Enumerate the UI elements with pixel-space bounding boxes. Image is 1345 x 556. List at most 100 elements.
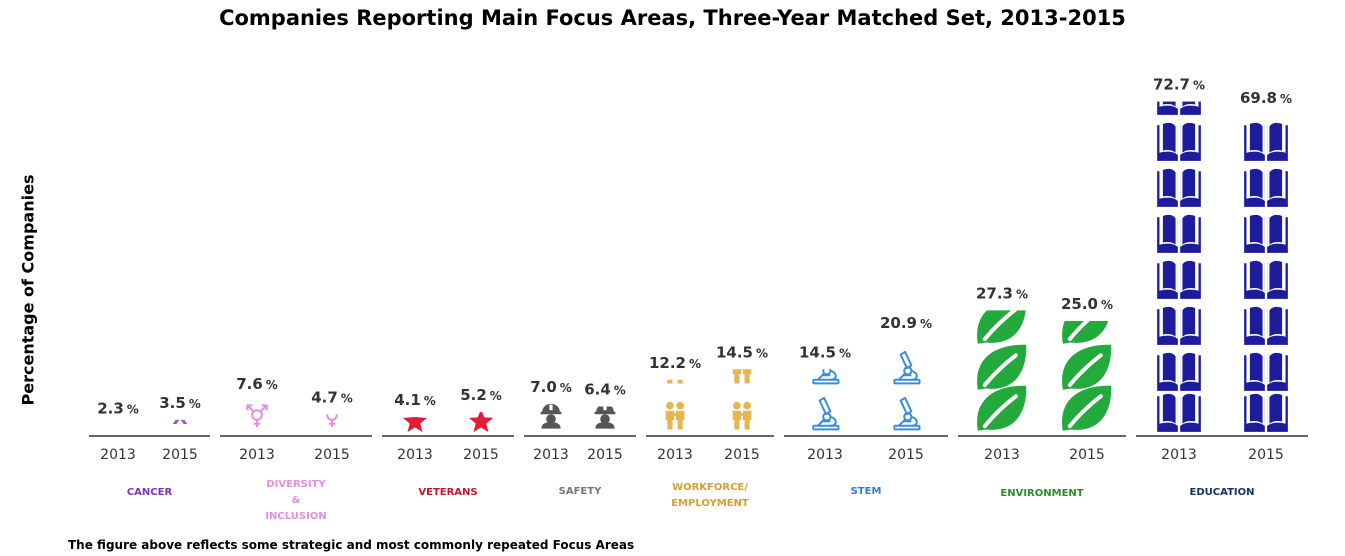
category-label: EDUCATION xyxy=(1190,487,1255,498)
year-label: 2013 xyxy=(807,447,843,463)
book-icon xyxy=(1244,350,1288,391)
book-icon xyxy=(1157,391,1201,432)
value-label: 4.7% xyxy=(311,388,353,406)
footnote: The figure above reflects some strategic… xyxy=(68,538,635,552)
category-label: SAFETY xyxy=(559,486,602,497)
value-label: 6.4% xyxy=(584,381,626,399)
microscope-icon xyxy=(812,369,840,385)
category-label: ENVIRONMENT xyxy=(1000,488,1083,499)
book-icon xyxy=(1157,350,1201,391)
focus-area-group-cancer: 2.3 % 2013 3.5 % 2015 CANCER xyxy=(89,394,210,498)
focus-area-group-environment: 27.3 % 2013 25.0 % 2015 ENVIRONMENT xyxy=(958,284,1126,499)
hard-hat-worker-icon xyxy=(594,406,616,429)
book-icon xyxy=(1157,304,1201,345)
focus-area-group-diversity: 7.6 % 2013 4.7 % 2015 DIVERSITY & INCLUSION xyxy=(220,375,372,522)
focus-area-group-stem: 14.5 % 2013 20.9 % 2015 STEM xyxy=(784,314,948,497)
leaf-icon xyxy=(977,310,1026,344)
year-label: 2015 xyxy=(888,447,924,463)
leaf-icon xyxy=(1062,321,1109,344)
value-label: 20.9% xyxy=(880,314,932,332)
bar-workforce-2013: 12.2 % 2013 xyxy=(649,354,701,463)
book-icon xyxy=(1244,391,1288,432)
year-label: 2013 xyxy=(533,447,569,463)
medal-icon xyxy=(468,412,494,433)
bar-safety-2015: 6.4 % 2015 xyxy=(584,381,626,463)
book-icon xyxy=(1157,258,1201,299)
book-icon xyxy=(1244,258,1288,299)
category-label: VETERANS xyxy=(418,487,477,498)
people-icon xyxy=(732,369,752,384)
value-label: 69.8% xyxy=(1240,89,1292,107)
bar-education-2013: 72.7 % 2013 xyxy=(1153,76,1205,463)
year-label: 2015 xyxy=(1248,447,1284,463)
people-icon xyxy=(665,401,685,430)
value-label: 25.0% xyxy=(1061,295,1113,313)
year-label: 2013 xyxy=(239,447,275,463)
value-label: 7.6% xyxy=(236,375,278,393)
year-label: 2015 xyxy=(724,447,760,463)
bar-cancer-2013: 2.3 % 2013 xyxy=(97,399,139,463)
chart-title: Companies Reporting Main Focus Areas, Th… xyxy=(219,6,1126,30)
value-label: 72.7% xyxy=(1153,76,1205,94)
microscope-icon xyxy=(893,350,921,385)
bar-education-2015: 69.8 % 2015 xyxy=(1240,89,1292,463)
value-label: 2.3% xyxy=(97,399,139,417)
bar-environment-2013: 27.3 % 2013 xyxy=(976,284,1028,463)
year-label: 2013 xyxy=(100,447,136,463)
value-label: 27.3% xyxy=(976,284,1028,302)
gender-symbol-icon xyxy=(246,404,268,428)
bar-diversity-2013: 7.6 % 2013 xyxy=(236,375,278,463)
bar-workforce-2015: 14.5 % 2015 xyxy=(716,343,768,463)
focus-area-group-safety: 7.0 % 2013 6.4 % 2015 SAFETY xyxy=(524,378,636,497)
bar-veterans-2013: 4.1 % 2013 xyxy=(394,391,436,463)
year-label: 2015 xyxy=(587,447,623,463)
year-label: 2013 xyxy=(984,447,1020,463)
book-icon xyxy=(1244,304,1288,345)
medal-icon xyxy=(402,417,428,433)
year-label: 2013 xyxy=(657,447,693,463)
book-icon xyxy=(1244,212,1288,253)
value-label: 14.5% xyxy=(716,343,768,361)
gender-symbol-icon xyxy=(326,414,338,428)
bar-cancer-2015: 3.5 % 2015 xyxy=(159,394,201,463)
category-label: & xyxy=(292,495,301,506)
category-label: CANCER xyxy=(127,487,173,498)
category-label: WORKFORCE/ xyxy=(672,482,748,493)
focus-area-group-workforce: 12.2 % 2013 14.5 % 2015 WORKFORCE/EMPLOYMENT xyxy=(646,343,774,509)
bar-diversity-2015: 4.7 % 2015 xyxy=(311,388,353,463)
category-label: EMPLOYMENT xyxy=(671,498,749,509)
ribbon-icon xyxy=(172,419,188,425)
book-icon xyxy=(1244,166,1288,207)
bar-environment-2015: 25.0 % 2015 xyxy=(1061,295,1113,463)
value-label: 7.0% xyxy=(530,378,572,396)
leaf-icon xyxy=(977,385,1027,431)
value-label: 5.2% xyxy=(460,386,502,404)
focus-area-group-veterans: 4.1 % 2013 5.2 % 2015 VETERANS xyxy=(382,386,514,498)
bar-stem-2015: 20.9 % 2015 xyxy=(880,314,932,463)
value-label: 3.5% xyxy=(159,394,201,412)
year-label: 2015 xyxy=(314,447,350,463)
microscope-icon xyxy=(893,396,921,431)
book-icon xyxy=(1157,212,1201,253)
year-label: 2015 xyxy=(463,447,499,463)
category-label: INCLUSION xyxy=(265,511,326,522)
year-label: 2013 xyxy=(1161,447,1197,463)
book-icon xyxy=(1157,101,1201,115)
leaf-icon xyxy=(1062,385,1112,431)
value-label: 4.1% xyxy=(394,391,436,409)
focus-area-group-education: 72.7 % 2013 69.8 % 2015 EDUCATION xyxy=(1136,76,1308,498)
year-label: 2015 xyxy=(162,447,198,463)
category-label: DIVERSITY xyxy=(266,479,326,490)
bar-stem-2013: 14.5 % 2013 xyxy=(799,343,851,463)
category-label: STEM xyxy=(851,486,882,497)
bar-safety-2013: 7.0 % 2013 xyxy=(530,378,572,463)
book-icon xyxy=(1244,120,1288,161)
year-label: 2013 xyxy=(397,447,433,463)
book-icon xyxy=(1157,166,1201,207)
value-label: 14.5% xyxy=(799,343,851,361)
people-icon xyxy=(732,401,752,430)
year-label: 2015 xyxy=(1069,447,1105,463)
hard-hat-worker-icon xyxy=(540,403,562,429)
bar-veterans-2015: 5.2 % 2015 xyxy=(460,386,502,463)
